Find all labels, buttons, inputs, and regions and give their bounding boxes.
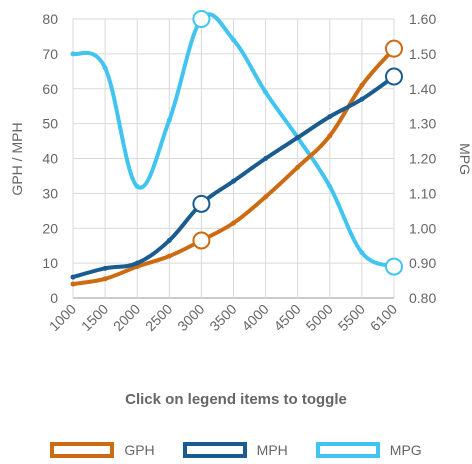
- data-point-mpg[interactable]: [231, 37, 236, 43]
- x-tick-label: 2000: [110, 301, 143, 334]
- right-tick-label: 1.40: [409, 81, 436, 97]
- left-tick-label: 10: [42, 255, 58, 271]
- data-point-mph[interactable]: [134, 260, 140, 266]
- data-point-mph[interactable]: [102, 265, 108, 271]
- highlighted-point-mpg[interactable]: [192, 10, 211, 28]
- legend-item-mph[interactable]: MPH: [182, 442, 288, 458]
- left-axis-title: GPH / MPH: [9, 122, 25, 195]
- data-point-gph[interactable]: [327, 133, 333, 139]
- highlighted-point-gph[interactable]: [385, 39, 403, 58]
- legend-swatch-gph: [50, 442, 115, 458]
- x-tick-label: 3500: [206, 301, 239, 334]
- left-tick-label: 30: [42, 185, 58, 201]
- highlighted-point-mph[interactable]: [192, 194, 211, 213]
- data-point-gph[interactable]: [359, 82, 365, 88]
- data-point-gph[interactable]: [263, 194, 269, 200]
- right-tick-label: 1.20: [409, 151, 436, 167]
- right-axis-ticks: 0.80 0.90 1.00 1.10 1.20 1.30 1.40 1.50 1.60: [409, 11, 436, 306]
- data-point-gph[interactable]: [231, 220, 236, 226]
- legend-swatch-mph: [182, 442, 247, 458]
- legend-swatch-mpg: [315, 442, 380, 458]
- data-point-mpg[interactable]: [70, 51, 76, 57]
- left-tick-label: 20: [42, 220, 58, 236]
- data-point-mpg[interactable]: [263, 89, 269, 95]
- right-tick-label: 1.60: [409, 11, 436, 27]
- left-tick-label: 50: [42, 116, 58, 132]
- left-tick-label: 0: [50, 290, 58, 306]
- data-point-gph[interactable]: [166, 253, 172, 259]
- data-point-mpg[interactable]: [134, 183, 140, 189]
- data-point-mph[interactable]: [327, 114, 333, 120]
- data-point-mph[interactable]: [263, 156, 269, 161]
- x-tick-label: 3000: [174, 301, 207, 334]
- data-point-mph[interactable]: [166, 237, 172, 243]
- legend-item-mpg[interactable]: MPG: [315, 442, 422, 458]
- data-point-mpg[interactable]: [327, 183, 333, 189]
- x-tick-label: 4000: [238, 301, 271, 334]
- left-tick-label: 40: [42, 151, 58, 167]
- data-point-mph[interactable]: [70, 274, 76, 280]
- legend-hint: Click on legend items to toggle: [125, 391, 347, 408]
- series-layer: [70, 10, 403, 287]
- left-tick-label: 60: [42, 81, 58, 97]
- series-line-mpg: [71, 12, 396, 269]
- legend-label-mpg: MPG: [389, 442, 422, 458]
- x-tick-label: 5000: [303, 301, 336, 334]
- left-axis-ticks: 0 10 20 30 40 50 60 70 80: [42, 11, 58, 306]
- data-point-mph[interactable]: [231, 178, 236, 184]
- right-tick-label: 1.50: [409, 46, 436, 62]
- data-point-gph[interactable]: [70, 281, 76, 287]
- data-point-mpg[interactable]: [166, 117, 172, 123]
- right-axis-title: MPG: [457, 143, 472, 175]
- data-point-mph[interactable]: [295, 135, 301, 141]
- legend: GPH MPH MPG: [0, 437, 472, 463]
- x-tick-label: 2500: [142, 301, 175, 334]
- highlighted-point-mpg[interactable]: [385, 257, 403, 276]
- right-tick-label: 1.30: [409, 116, 436, 132]
- left-tick-label: 80: [42, 11, 58, 27]
- highlighted-point-gph[interactable]: [192, 231, 211, 250]
- right-tick-label: 0.90: [409, 255, 436, 271]
- x-axis-ticks: 1000150020002500300035004000450050005500…: [46, 301, 400, 334]
- chart-grid: [72, 18, 395, 299]
- data-point-mpg[interactable]: [102, 65, 108, 71]
- legend-item-gph[interactable]: GPH: [50, 442, 155, 458]
- legend-label-gph: GPH: [124, 442, 155, 458]
- data-point-mph[interactable]: [359, 96, 365, 102]
- x-tick-label: 1500: [78, 301, 111, 334]
- x-tick-label: 4500: [270, 301, 303, 334]
- data-point-gph[interactable]: [102, 276, 108, 282]
- right-tick-label: 1.00: [409, 220, 436, 236]
- data-point-gph[interactable]: [295, 164, 301, 170]
- right-tick-label: 1.10: [409, 185, 436, 201]
- right-tick-label: 0.80: [409, 290, 436, 306]
- x-tick-label: 6100: [367, 301, 400, 334]
- legend-label-mph: MPH: [256, 442, 288, 458]
- data-point-mpg[interactable]: [359, 250, 365, 256]
- x-tick-label: 5500: [335, 301, 368, 334]
- left-tick-label: 70: [42, 46, 58, 62]
- highlighted-point-mph[interactable]: [385, 67, 403, 86]
- line-chart: 0 10 20 30 40 50 60 70 80 0.80 0.90 1.00 1.10 1.20 1.…: [9, 10, 472, 334]
